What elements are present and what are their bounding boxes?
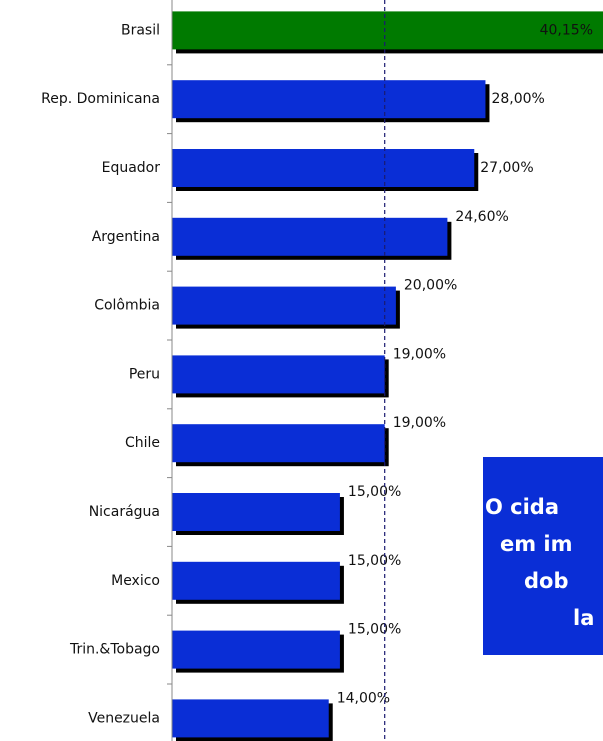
bar [172, 11, 603, 50]
bar [172, 355, 385, 394]
bar [172, 493, 340, 531]
bar [172, 561, 340, 600]
bar [172, 286, 396, 325]
category-label: Trin.&Tobago [69, 642, 160, 658]
value-label: 40,15% [540, 22, 593, 38]
value-label: 20,00% [404, 278, 457, 294]
bar [172, 630, 340, 669]
value-label: 19,00% [393, 415, 446, 431]
value-label: 15,00% [348, 484, 401, 500]
category-label: Mexico [111, 573, 160, 589]
category-label: Rep. Dominicana [41, 91, 160, 107]
annotation-text: em im [500, 532, 573, 556]
bar [172, 149, 475, 187]
category-label: Brasil [121, 22, 160, 38]
annotation-text: la [573, 606, 594, 630]
bar [172, 80, 486, 119]
category-label: Equador [102, 160, 161, 176]
category-label: Argentina [92, 229, 160, 245]
bar [172, 699, 329, 738]
category-label: Peru [129, 366, 160, 382]
value-label: 24,60% [455, 209, 508, 225]
value-label: 15,00% [348, 553, 401, 569]
value-label: 15,00% [348, 622, 401, 638]
category-label: Colômbia [94, 298, 160, 314]
category-label: Nicarágua [89, 504, 160, 520]
category-label: Venezuela [88, 710, 160, 726]
value-label: 27,00% [480, 160, 533, 176]
bar [172, 217, 448, 256]
value-label: 14,00% [337, 690, 390, 706]
annotation-text: dob [524, 569, 569, 593]
annotation-text: O cida [485, 495, 559, 519]
value-label: 19,00% [393, 346, 446, 362]
bar [172, 424, 385, 463]
annotation-box [483, 457, 603, 655]
category-label: Chile [125, 435, 160, 451]
value-label: 28,00% [491, 91, 544, 107]
